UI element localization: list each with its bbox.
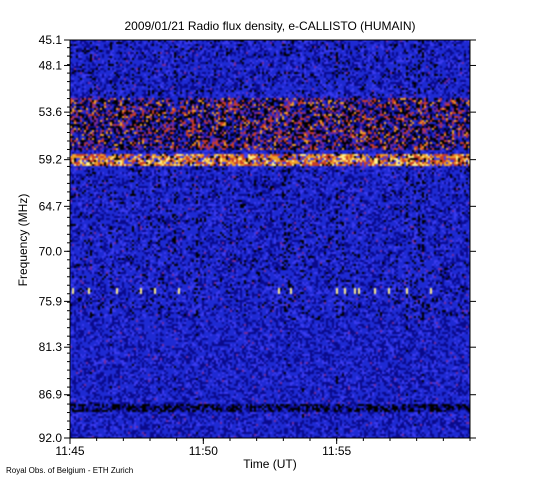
y-tick-label: 59.2 xyxy=(39,153,63,167)
spectrogram-image xyxy=(70,40,470,438)
x-axis-label: Time (UT) xyxy=(243,457,297,471)
credit-text: Royal Obs. of Belgium - ETH Zurich xyxy=(6,466,134,475)
y-tick-label: 70.0 xyxy=(39,244,63,258)
chart-title: 2009/01/21 Radio flux density, e-CALLIST… xyxy=(124,19,415,33)
y-tick-label: 92.0 xyxy=(39,431,63,445)
y-tick-label: 48.1 xyxy=(39,58,63,72)
x-axis: 11:45 11:50 11:55 xyxy=(55,438,471,458)
y-tick-label: 45.1 xyxy=(39,33,63,47)
heatmap-area xyxy=(70,40,470,438)
x-tick-label: 11:55 xyxy=(322,444,351,458)
y-tick-label: 75.9 xyxy=(39,294,63,308)
y-tick-label: 64.7 xyxy=(39,199,63,213)
y-axis: 45.1 48.1 53.6 59.2 64.7 70.0 75.9 81.3 86.9 92.0 xyxy=(39,33,476,445)
x-tick-label: 11:50 xyxy=(189,444,218,458)
y-tick-label: 53.6 xyxy=(39,105,63,119)
plot-frame xyxy=(69,39,471,439)
y-tick-label: 86.9 xyxy=(39,388,63,402)
x-tick-label: 11:45 xyxy=(55,444,84,458)
y-tick-label: 81.3 xyxy=(39,340,63,354)
y-axis-label: Frequency (MHz) xyxy=(16,194,30,287)
